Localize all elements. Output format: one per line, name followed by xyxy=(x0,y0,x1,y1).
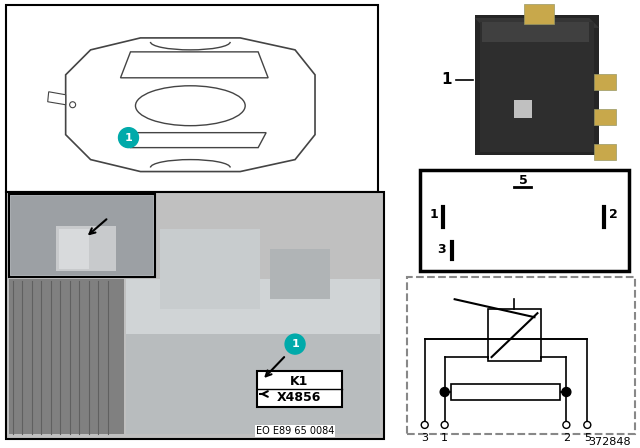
Bar xyxy=(6,5,378,191)
Bar xyxy=(125,279,380,434)
Bar xyxy=(9,194,156,277)
Bar xyxy=(595,109,616,125)
Text: 1: 1 xyxy=(429,208,438,221)
Bar xyxy=(451,384,561,400)
Bar xyxy=(595,144,616,159)
Bar xyxy=(11,197,154,275)
Text: X4856: X4856 xyxy=(277,392,321,405)
Text: 1: 1 xyxy=(441,433,448,443)
Circle shape xyxy=(562,388,571,396)
Ellipse shape xyxy=(136,86,245,126)
Text: 372848: 372848 xyxy=(589,437,631,447)
Text: 1: 1 xyxy=(125,133,132,142)
Bar xyxy=(420,169,629,271)
Bar xyxy=(161,229,260,309)
Circle shape xyxy=(563,422,570,428)
Text: 1: 1 xyxy=(291,339,299,349)
Bar xyxy=(257,371,342,407)
Text: 5: 5 xyxy=(584,433,591,443)
Polygon shape xyxy=(122,133,266,148)
Bar xyxy=(524,4,554,24)
Circle shape xyxy=(70,102,76,108)
Bar xyxy=(125,279,380,334)
Bar xyxy=(270,250,330,299)
Bar xyxy=(595,74,616,90)
Bar xyxy=(488,309,541,361)
Polygon shape xyxy=(475,18,599,28)
Bar xyxy=(479,22,595,151)
Bar xyxy=(481,22,589,42)
Text: 2: 2 xyxy=(563,433,570,443)
Text: 5: 5 xyxy=(519,174,528,187)
Text: EO E89 65 0084: EO E89 65 0084 xyxy=(256,426,334,436)
Bar xyxy=(56,226,116,271)
Bar xyxy=(407,277,635,434)
Bar xyxy=(6,191,384,439)
Polygon shape xyxy=(48,92,66,105)
Polygon shape xyxy=(66,38,315,172)
Text: 3: 3 xyxy=(421,433,428,443)
Text: K1: K1 xyxy=(290,375,308,388)
Circle shape xyxy=(440,388,449,396)
Bar xyxy=(9,279,124,434)
Bar xyxy=(59,229,88,269)
Bar xyxy=(475,15,599,155)
Polygon shape xyxy=(120,52,268,78)
Text: 3: 3 xyxy=(437,243,446,256)
Text: 1: 1 xyxy=(442,72,452,87)
Text: 2: 2 xyxy=(609,208,618,221)
Bar xyxy=(515,100,532,118)
Circle shape xyxy=(118,128,138,148)
Circle shape xyxy=(285,334,305,354)
Circle shape xyxy=(441,422,448,428)
Circle shape xyxy=(584,422,591,428)
Circle shape xyxy=(421,422,428,428)
